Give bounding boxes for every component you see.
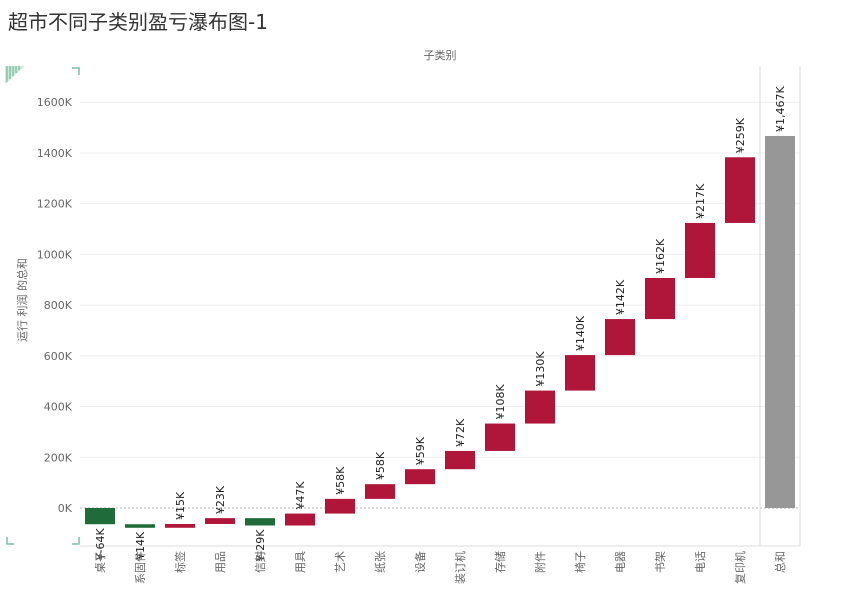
data-label: ¥162K [654,238,667,274]
bar-装订机[interactable] [445,450,475,470]
bar-书架[interactable] [645,277,675,320]
data-label: ¥130K [534,351,547,387]
bar-椅子[interactable] [565,355,595,391]
y-tick-label: 1200K [37,198,73,211]
x-tick-label: 设备 [413,551,427,573]
x-tick-label: 附件 [533,551,547,573]
x-tick-label: 艺术 [334,551,347,573]
data-label: ¥59K [414,436,427,465]
x-tick-label: 装订机 [453,551,467,584]
bar-电话[interactable] [685,222,715,278]
data-label: ¥140K [574,315,587,351]
data-label: ¥-29K [254,529,267,562]
y-tick-label: 400K [44,401,73,414]
y-tick-label: 600K [44,350,73,363]
y-tick-label: 1400K [37,147,73,160]
x-tick-label: 电器 [614,551,627,573]
data-label: ¥259K [734,117,747,153]
x-tick-label: 书架 [654,551,667,573]
bar-信封[interactable] [245,518,275,526]
data-label: ¥23K [214,485,227,514]
bar-电器[interactable] [605,319,635,356]
x-tick-label: 存储 [493,551,507,573]
chart-frame [6,67,80,545]
y-tick-label: 200K [44,451,73,464]
column-header: 子类别 [424,48,457,62]
data-label: ¥217K [694,183,707,219]
bar-纸张[interactable] [365,484,395,499]
data-label: ¥14K [134,531,147,560]
data-label: ¥58K [334,466,347,495]
x-tick-label: 桌子 [94,551,107,573]
x-tick-label: 复印机 [733,551,747,584]
bar-存储[interactable] [485,423,515,451]
y-tick-label: 0K [58,502,73,515]
x-tick-label: 用品 [214,551,227,573]
x-tick-label: 纸张 [374,551,387,573]
x-tick-label: 用具 [294,551,307,573]
x-tick-label: 电话 [694,551,707,573]
data-label: ¥58K [374,451,387,480]
bar-用品[interactable] [205,518,235,524]
y-axis-title: 运行 利润 的总和 [15,258,29,342]
x-tick-label-total: 总和 [773,551,787,573]
x-tick-label: 系固件 [134,551,147,584]
y-tick-label: 800K [44,299,73,312]
bar-设备[interactable] [405,469,435,485]
x-tick-label: 标签 [173,551,187,573]
data-label: ¥-64K [94,527,107,560]
data-label: ¥15K [174,491,187,520]
y-tick-label: 1600K [37,96,73,109]
bar-艺术[interactable] [325,498,355,514]
x-tick-label: 信封 [253,551,267,573]
total-data-label: ¥1,467K [774,85,787,131]
data-label: ¥142K [614,279,627,315]
y-tick-label: 1000K [37,248,73,261]
bar-桌子[interactable] [85,508,115,525]
bar-用具[interactable] [285,513,315,526]
data-label: ¥47K [294,481,307,510]
bar-标签[interactable] [165,523,195,528]
corner-marker-icon[interactable] [5,66,25,84]
chart-title: 超市不同子类别盈亏瀑布图-1 [8,10,268,34]
bar-附件[interactable] [525,390,555,424]
bar-系固件[interactable] [125,524,155,528]
data-label: ¥72K [454,418,467,447]
bar-复印机[interactable] [725,157,755,223]
data-label: ¥108K [494,384,507,420]
x-tick-label: 椅子 [573,551,587,573]
bar-total[interactable] [765,135,795,508]
